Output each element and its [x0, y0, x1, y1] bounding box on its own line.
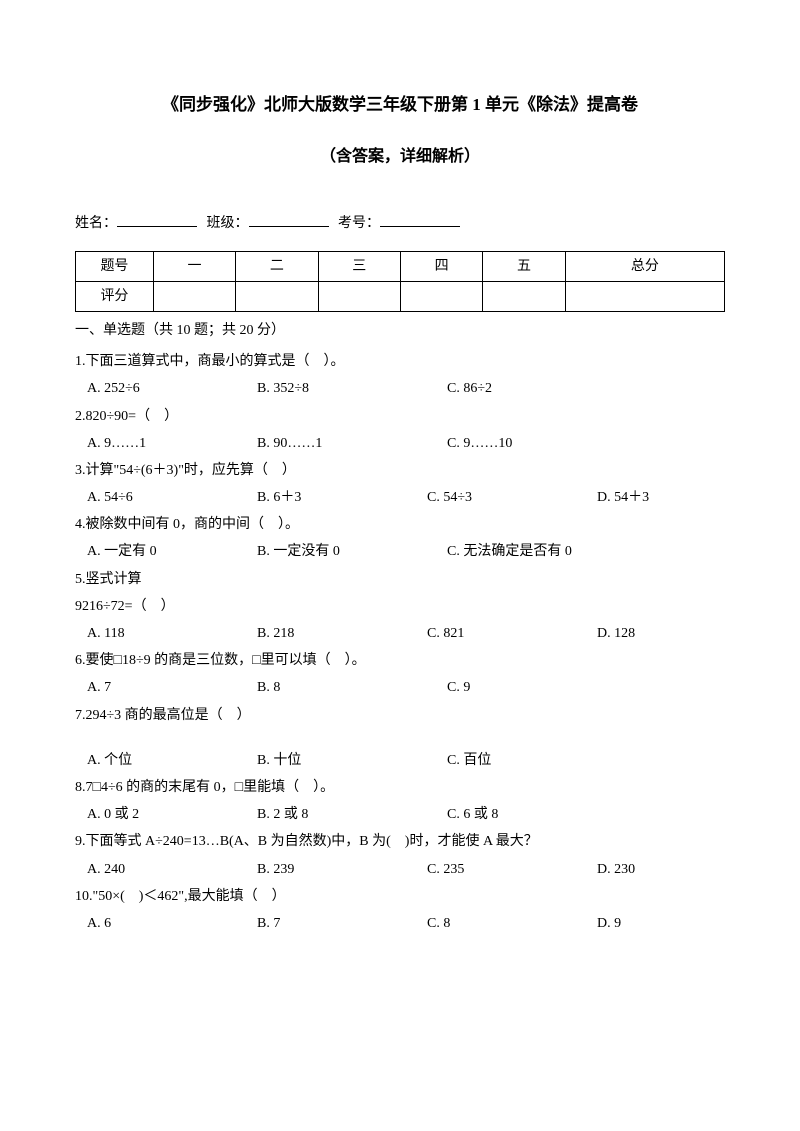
header-cell: 总分 [565, 251, 724, 281]
option: C. 821 [427, 621, 597, 646]
question-options: A. 7B. 8C. 9 [75, 675, 725, 700]
question-options: A. 118B. 218C. 821D. 128 [75, 621, 725, 646]
option: D. 128 [597, 621, 697, 646]
question-options: A. 0 或 2B. 2 或 8C. 6 或 8 [75, 802, 725, 827]
option: A. 118 [87, 621, 257, 646]
table-score-row: 评分 [76, 281, 725, 311]
question-options: A. 252÷6B. 352÷8C. 86÷2 [75, 376, 725, 401]
class-blank [249, 211, 329, 227]
option: A. 7 [87, 675, 257, 700]
option: B. 6＋3 [257, 485, 427, 510]
option: B. 7 [257, 911, 427, 936]
option: A. 240 [87, 857, 257, 882]
option: A. 252÷6 [87, 376, 257, 401]
option: A. 6 [87, 911, 257, 936]
table-header-row: 题号 一 二 三 四 五 总分 [76, 251, 725, 281]
option: B. 352÷8 [257, 376, 447, 401]
section-heading: 一、单选题（共 10 题；共 20 分） [75, 318, 725, 343]
option: C. 9……10 [447, 431, 647, 456]
option: A. 0 或 2 [87, 802, 257, 827]
option: B. 十位 [257, 748, 447, 773]
option: A. 54÷6 [87, 485, 257, 510]
class-label: 班级： [207, 216, 249, 231]
option: B. 218 [257, 621, 427, 646]
question-text: 4.被除数中间有 0，商的中间（ ）。 [75, 512, 725, 537]
header-cell: 五 [483, 251, 565, 281]
question-options: A. 6B. 7C. 8D. 9 [75, 911, 725, 936]
option: D. 9 [597, 911, 697, 936]
option: A. 个位 [87, 748, 257, 773]
question-options: A. 54÷6B. 6＋3C. 54÷3D. 54＋3 [75, 485, 725, 510]
question-options: A. 240B. 239C. 235D. 230 [75, 857, 725, 882]
question-text: 1.下面三道算式中，商最小的算式是（ ）。 [75, 349, 725, 374]
header-cell: 四 [400, 251, 482, 281]
question-options: A. 个位B. 十位C. 百位 [75, 748, 725, 773]
question-options: A. 9……1B. 90……1C. 9……10 [75, 431, 725, 456]
option: C. 百位 [447, 748, 647, 773]
student-info-row: 姓名： 班级： 考号： [75, 211, 725, 236]
option: C. 无法确定是否有 0 [447, 539, 647, 564]
header-cell: 题号 [76, 251, 154, 281]
score-cell [483, 281, 565, 311]
question-text: 2.820÷90=（ ） [75, 404, 725, 429]
option: B. 8 [257, 675, 447, 700]
question-text: 6.要使□18÷9 的商是三位数，□里可以填（ ）。 [75, 648, 725, 673]
score-cell [236, 281, 318, 311]
option: D. 230 [597, 857, 697, 882]
option: C. 9 [447, 675, 647, 700]
option: B. 90……1 [257, 431, 447, 456]
header-cell: 二 [236, 251, 318, 281]
spacer [75, 730, 725, 748]
question-text: 5.竖式计算 [75, 567, 725, 592]
id-blank [380, 211, 460, 227]
score-cell [565, 281, 724, 311]
option: C. 235 [427, 857, 597, 882]
name-label: 姓名： [75, 216, 117, 231]
header-cell: 一 [153, 251, 235, 281]
id-label: 考号： [338, 216, 380, 231]
option: C. 54÷3 [427, 485, 597, 510]
option: B. 239 [257, 857, 427, 882]
doc-subtitle: （含答案，详细解析） [75, 143, 725, 172]
questions-container: 1.下面三道算式中，商最小的算式是（ ）。A. 252÷6B. 352÷8C. … [75, 349, 725, 936]
option: C. 86÷2 [447, 376, 647, 401]
question-text: 7.294÷3 商的最高位是（ ） [75, 703, 725, 728]
question-text: 9.下面等式 A÷240=13…B(A、B 为自然数)中，B 为( )时，才能使… [75, 829, 725, 854]
score-cell [400, 281, 482, 311]
option: A. 一定有 0 [87, 539, 257, 564]
question-text: 3.计算"54÷(6＋3)"时，应先算（ ） [75, 458, 725, 483]
option: D. 54＋3 [597, 485, 697, 510]
score-table: 题号 一 二 三 四 五 总分 评分 [75, 251, 725, 312]
option: B. 2 或 8 [257, 802, 447, 827]
question-text: 10."50×( )＜462",最大能填（ ） [75, 884, 725, 909]
name-blank [117, 211, 197, 227]
doc-title: 《同步强化》北师大版数学三年级下册第 1 单元《除法》提高卷 [75, 90, 725, 121]
header-cell: 三 [318, 251, 400, 281]
score-cell [318, 281, 400, 311]
option: A. 9……1 [87, 431, 257, 456]
option: C. 6 或 8 [447, 802, 647, 827]
option: B. 一定没有 0 [257, 539, 447, 564]
score-cell [153, 281, 235, 311]
row-label-cell: 评分 [76, 281, 154, 311]
option: C. 8 [427, 911, 597, 936]
question-options: A. 一定有 0B. 一定没有 0C. 无法确定是否有 0 [75, 539, 725, 564]
question-extra: 9216÷72=（ ） [75, 594, 725, 619]
question-text: 8.7□4÷6 的商的末尾有 0，□里能填（ ）。 [75, 775, 725, 800]
